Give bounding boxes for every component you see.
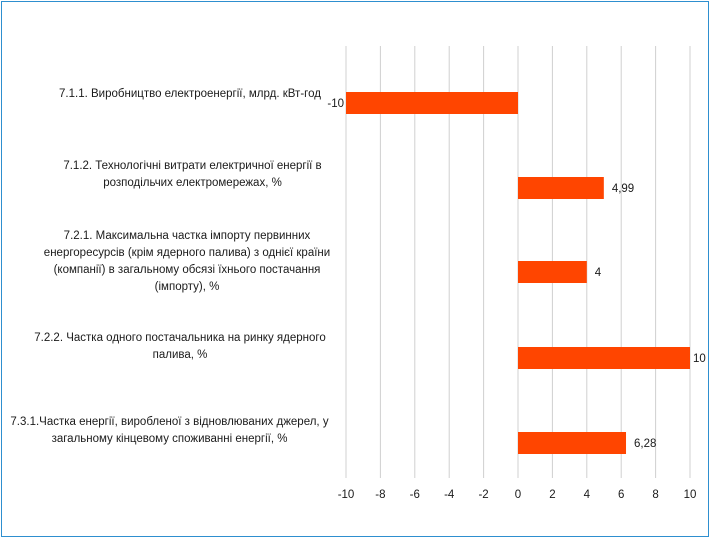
category-label-3: 7.2.1. Максимальна частка імпорту первин… (43, 230, 331, 293)
data-label-1: -10 (327, 98, 344, 110)
category-label-4: 7.2.2. Частка одного постачальника на ри… (34, 332, 326, 361)
category-label-5: 7.3.1.Частка енергії, виробленої з відно… (10, 416, 329, 445)
x-tick-label-8: 6 (618, 489, 624, 501)
data-label-2: 4,99 (612, 183, 634, 195)
bar-2 (518, 177, 604, 199)
x-tick-label-5: 0 (515, 489, 521, 501)
x-tick-label-4: -2 (478, 489, 488, 501)
data-label-3: 4 (595, 267, 602, 279)
x-tick-label-2: -6 (410, 489, 420, 501)
bar-4 (518, 347, 690, 369)
x-tick-label-9: 8 (652, 489, 658, 501)
bar-5 (518, 432, 627, 454)
x-tick-label-1: -8 (375, 489, 385, 501)
data-label-5: 6,28 (634, 438, 656, 450)
x-tick-label-3: -4 (444, 489, 455, 501)
x-tick-label-0: -10 (338, 489, 355, 501)
x-tick-label-10: 10 (684, 489, 697, 501)
bar-1 (346, 92, 518, 114)
category-label-2: 7.1.2. Технологічні витрати електричної … (63, 160, 322, 189)
data-label-4: 10 (693, 353, 706, 365)
category-label-1: 7.1.1. Виробництво електроенергії, млрд.… (59, 88, 321, 100)
x-tick-label-7: 4 (584, 489, 591, 501)
bar-3 (518, 261, 587, 283)
x-tick-label-6: 2 (549, 489, 555, 501)
